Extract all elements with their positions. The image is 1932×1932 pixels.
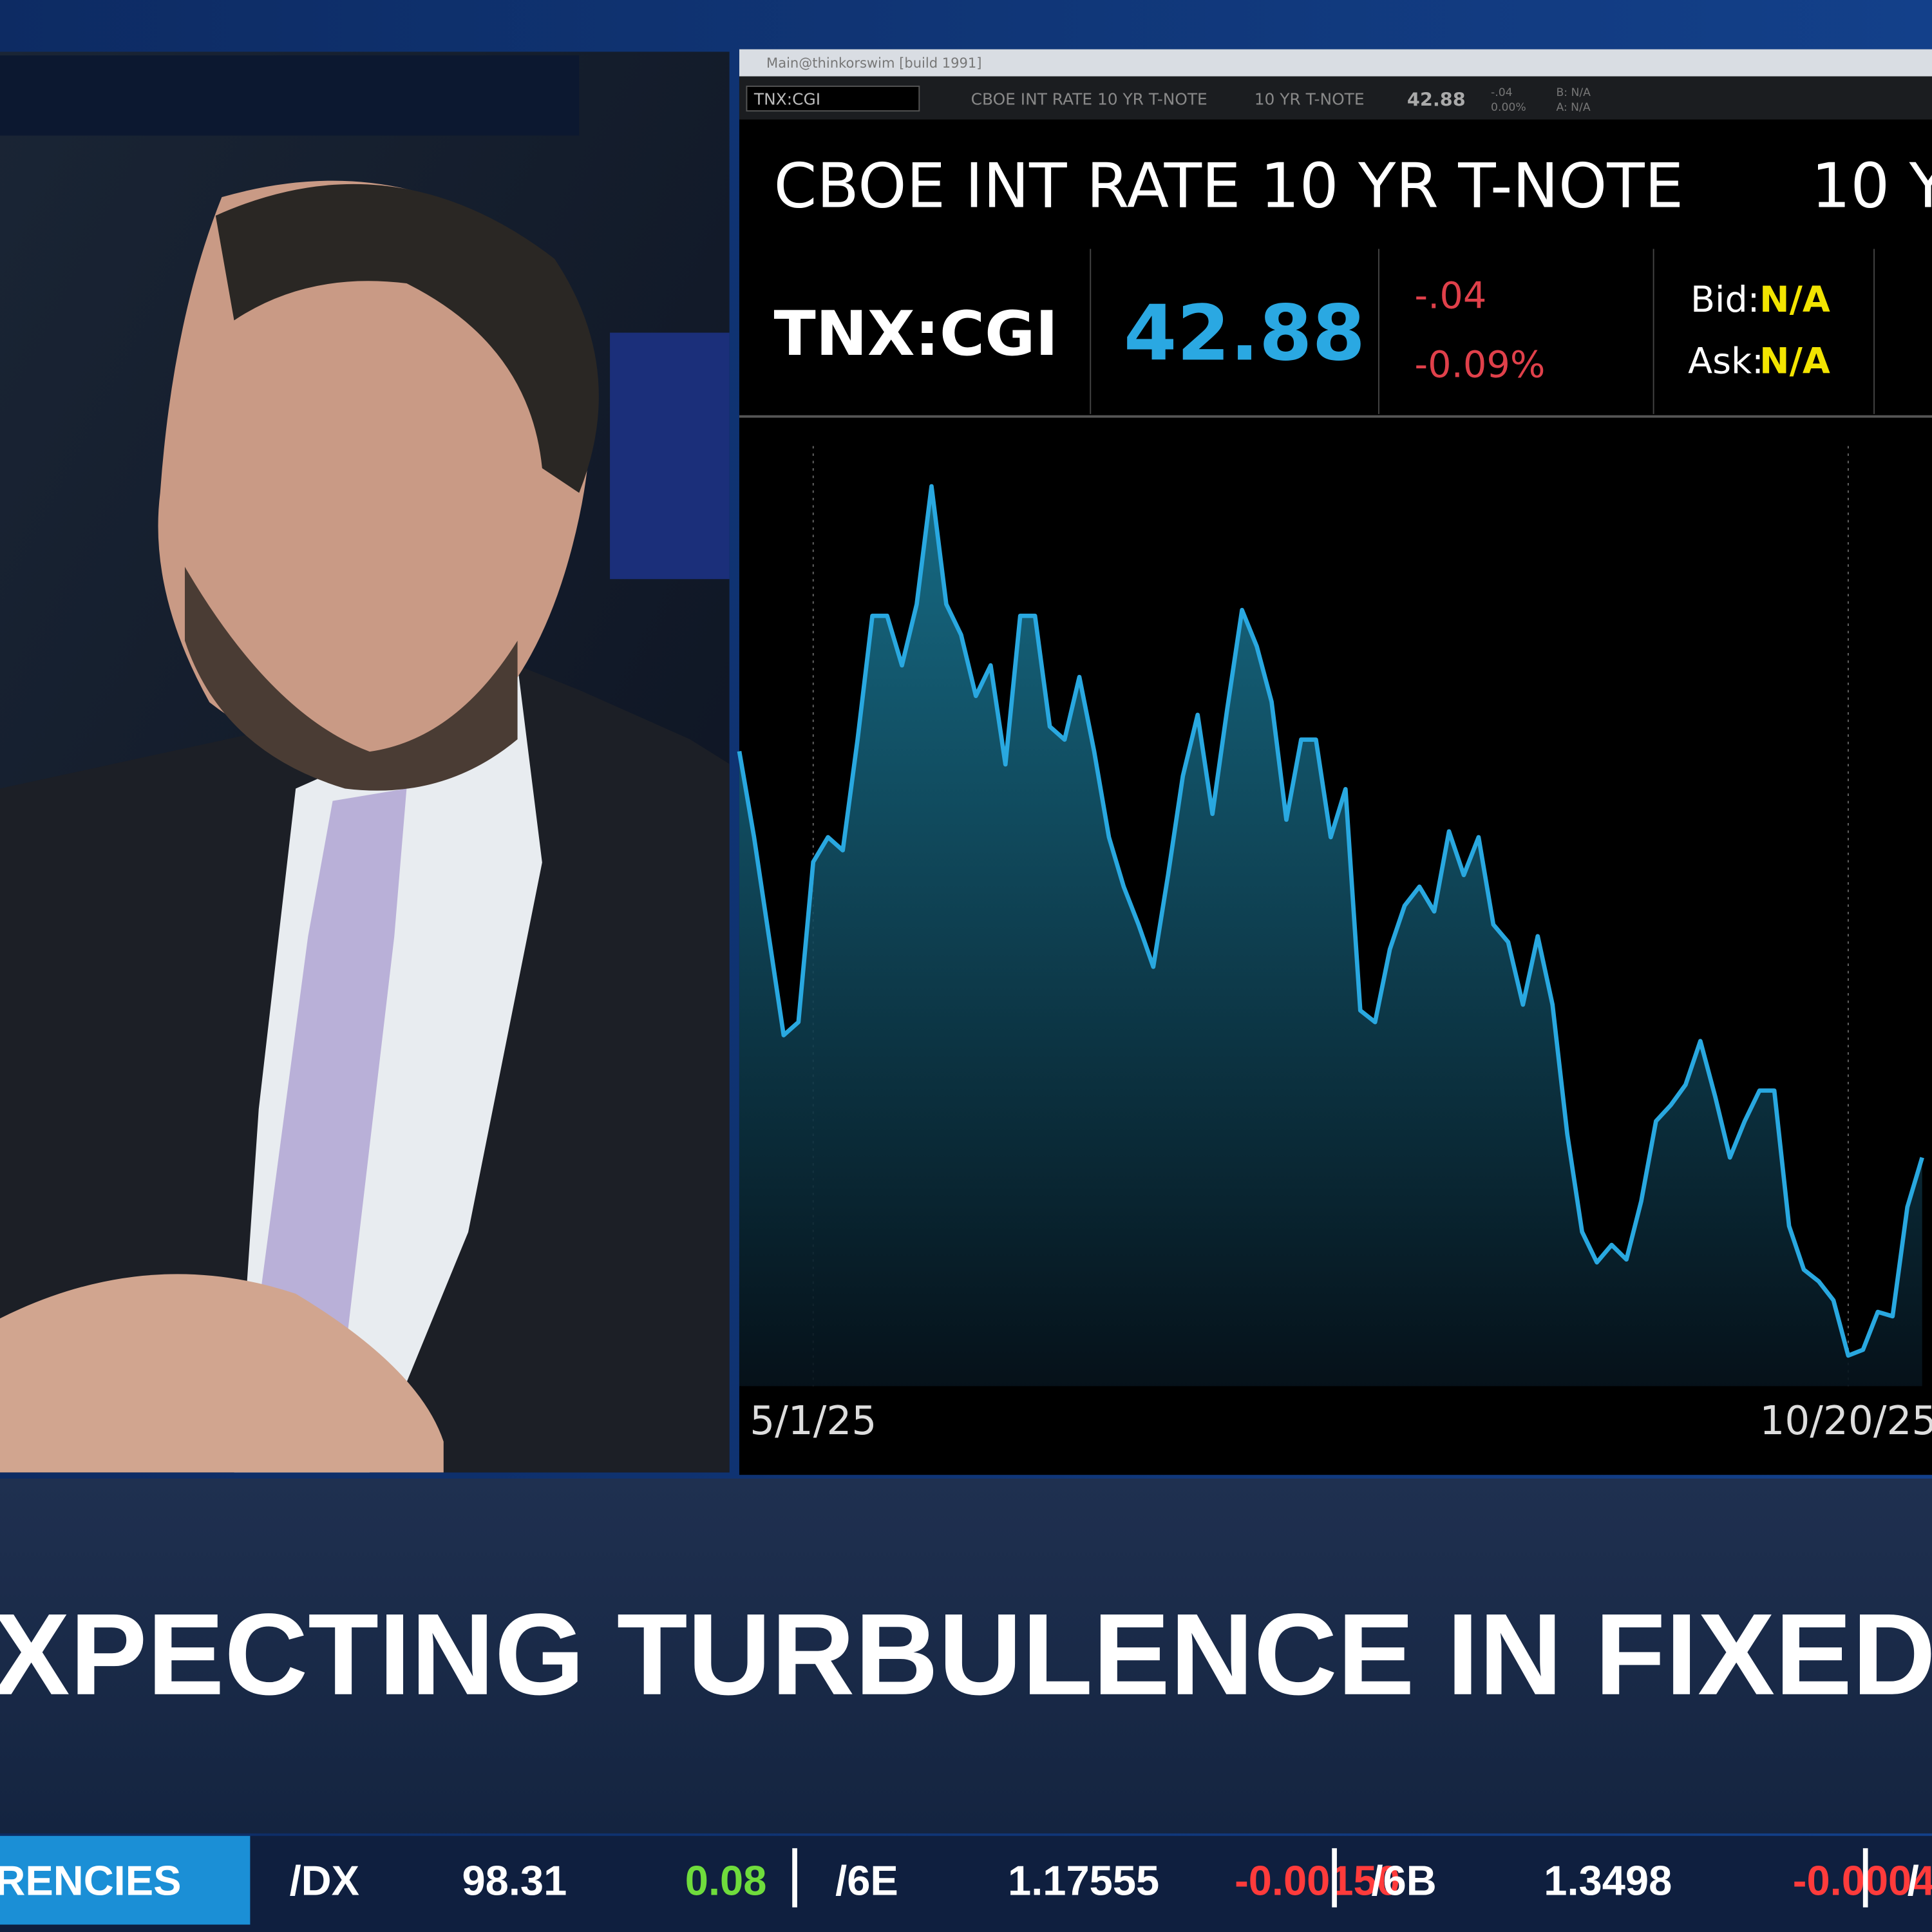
toolbar-ask: A: N/A xyxy=(1556,101,1590,114)
video-feed xyxy=(0,52,730,1473)
ticker-change: -0.00150 xyxy=(1235,1857,1400,1904)
price-chart: 5/1/25 10/20/25 xyxy=(737,446,1932,1444)
toolbar-symbol: TNX:CGI xyxy=(753,90,820,109)
ticker-separator xyxy=(1332,1848,1337,1908)
quote-change-percent: -0.09% xyxy=(1414,343,1545,386)
tie xyxy=(258,788,407,1380)
ticker-section: RENCIES xyxy=(0,1857,182,1904)
ticker-change: -0.0004 xyxy=(1793,1857,1932,1904)
hands xyxy=(0,1274,444,1473)
quote-short-name: 10 Y xyxy=(1811,149,1932,222)
toolbar-bid: B: N/A xyxy=(1556,86,1591,99)
toolbar-short-name: 10 YR T-NOTE xyxy=(1255,90,1365,109)
ticker: RENCIES /DX 98.31 0.08/6E 1.17555 -0.00150/6… xyxy=(0,1835,1932,1932)
studio-monitor xyxy=(0,55,580,136)
toolbar-description: CBOE INT RATE 10 YR T-NOTE xyxy=(971,90,1208,109)
studio-monitor xyxy=(610,332,730,580)
bid-value: N/A xyxy=(1759,279,1830,321)
window-title: Main@thinkorswim [build 1991] xyxy=(766,55,981,71)
ticker-symbol: /DX xyxy=(290,1857,359,1904)
title-bar xyxy=(739,49,1932,77)
quote-change: -.04 xyxy=(1414,274,1486,317)
ticker-trailing: / xyxy=(1908,1857,1919,1904)
hair xyxy=(215,184,599,493)
quote-title: CBOE INT RATE 10 YR T-NOTE xyxy=(774,149,1684,222)
ask-value: N/A xyxy=(1759,341,1830,383)
ticker-bar xyxy=(0,1835,1932,1932)
bid-label: Bid: xyxy=(1690,279,1759,321)
ticker-last: 1.3498 xyxy=(1544,1857,1672,1904)
toolbar xyxy=(739,76,1932,120)
ticker-last: 98.31 xyxy=(462,1857,567,1904)
price-line xyxy=(737,484,1924,1358)
ticker-change: 0.08 xyxy=(685,1857,767,1904)
beard xyxy=(184,567,518,791)
ticker-separator xyxy=(1862,1848,1868,1908)
platform-window: Main@thinkorswim [build 1991] TNX:CGI CB… xyxy=(737,49,1932,1475)
area-fill xyxy=(739,486,1922,1387)
quote-last: 42.88 xyxy=(1124,289,1365,378)
ask-label: Ask: xyxy=(1688,341,1764,383)
x-tick-label: 5/1/25 xyxy=(750,1398,876,1444)
ticker-last: 1.17555 xyxy=(1008,1857,1159,1904)
ticker-symbol: /6B xyxy=(1371,1857,1436,1904)
headline: XPECTING TURBULENCE IN FIXED INCO xyxy=(0,1590,1932,1719)
quote-symbol: TNX:CGI xyxy=(774,298,1059,370)
lower-third xyxy=(0,1478,1932,1833)
ticker-symbol: /6E xyxy=(835,1857,898,1904)
x-tick-label: 10/20/25 xyxy=(1759,1398,1932,1444)
toolbar-change: -.04 xyxy=(1491,86,1513,99)
toolbar-change-percent: 0.00% xyxy=(1491,101,1526,114)
symbol-box[interactable] xyxy=(746,85,920,112)
ticker-separator xyxy=(792,1848,797,1908)
ticker-section-box xyxy=(0,1835,251,1925)
toolbar-last: 42.88 xyxy=(1407,89,1466,111)
